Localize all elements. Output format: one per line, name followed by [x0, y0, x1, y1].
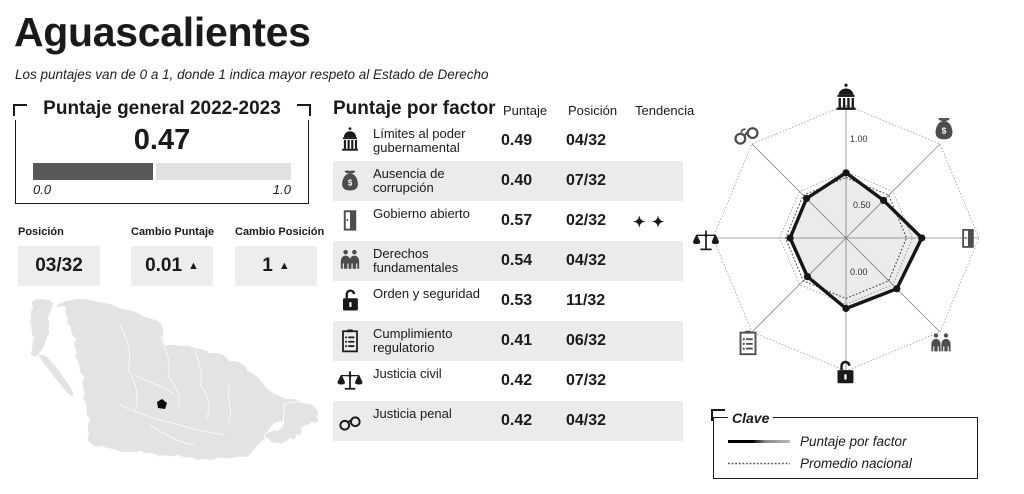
- svg-text:$: $: [942, 126, 947, 136]
- svg-text:1.00: 1.00: [850, 134, 868, 144]
- svg-text:$: $: [348, 178, 353, 187]
